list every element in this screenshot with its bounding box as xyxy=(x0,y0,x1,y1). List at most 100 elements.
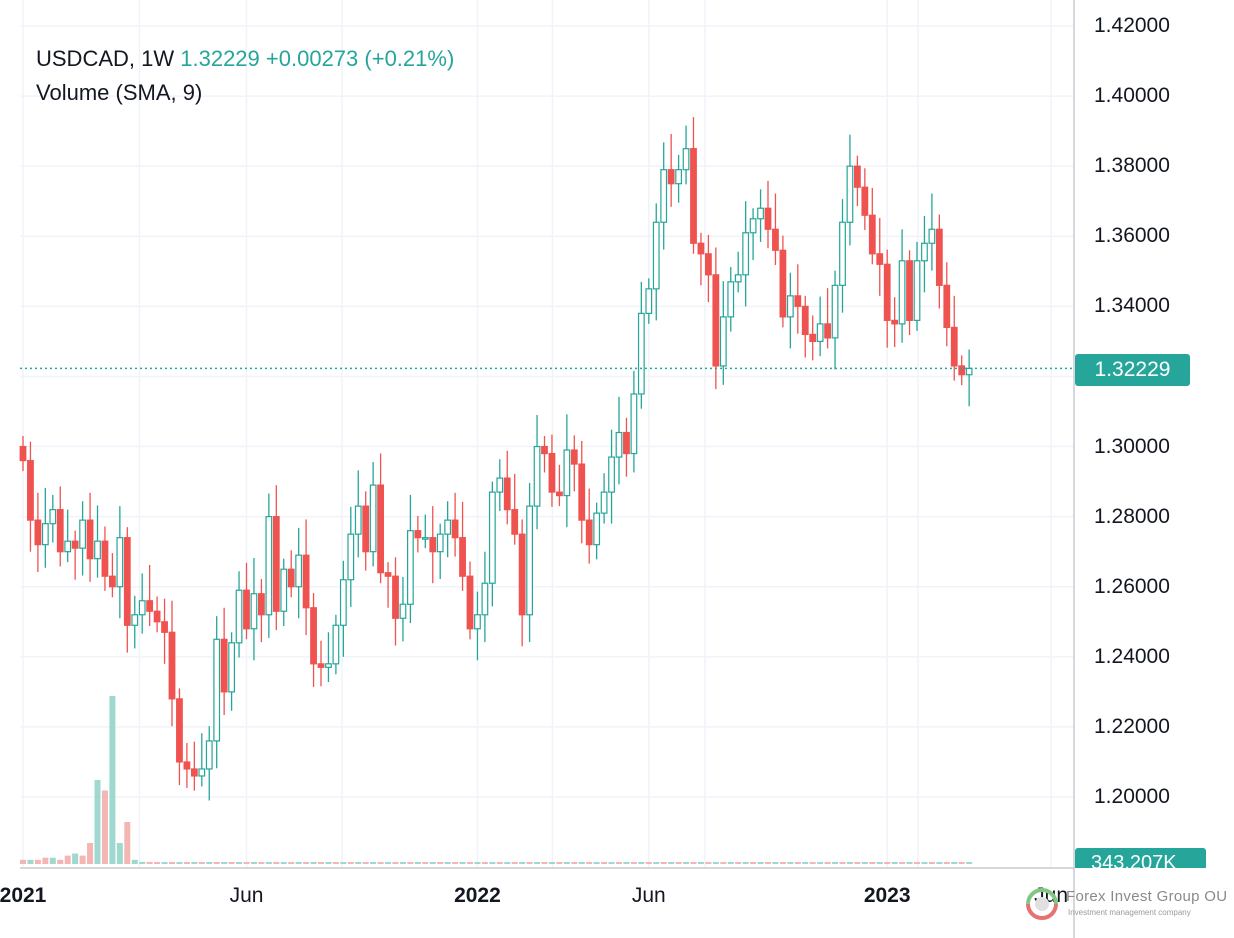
candle-body xyxy=(660,169,668,223)
volume-bar xyxy=(49,857,56,864)
volume-bar xyxy=(355,862,362,864)
candle-body xyxy=(824,323,831,339)
candle-body xyxy=(362,505,370,553)
chart-legend: USDCAD, 1W 1.32229 +0.00273 (+0.21%) Vol… xyxy=(36,42,454,110)
candle-body xyxy=(585,519,593,546)
candle-body xyxy=(704,253,712,276)
watermark-tagline: Investment management company xyxy=(1068,908,1191,917)
volume-bar xyxy=(817,862,824,864)
candle-body xyxy=(868,214,876,255)
price-change: +0.00273 (+0.21%) xyxy=(265,46,455,71)
candle-body xyxy=(853,165,861,188)
price-tick-label: 1.30000 xyxy=(1094,434,1170,458)
volume-bar xyxy=(519,862,526,864)
volume-bar xyxy=(891,862,898,864)
candle-body xyxy=(56,509,64,553)
candle-body xyxy=(555,491,563,497)
candle-body xyxy=(369,484,377,553)
candle-body xyxy=(548,452,556,493)
candle-body xyxy=(123,537,131,626)
volume-bar xyxy=(712,862,719,864)
candle-body xyxy=(377,484,384,574)
candle-body xyxy=(600,491,608,514)
volume-bar xyxy=(802,862,809,864)
candle-body xyxy=(332,624,340,665)
price-tick-label: 1.38000 xyxy=(1094,154,1170,178)
volume-bar xyxy=(377,862,384,864)
volume-bar xyxy=(899,862,906,864)
volume-bar xyxy=(861,862,868,864)
volume-bar xyxy=(832,862,839,864)
time-tick-label: 2023 xyxy=(863,884,911,907)
volume-bar xyxy=(250,862,257,864)
last-price: 1.32229 xyxy=(180,46,260,71)
volume-bar xyxy=(42,857,49,864)
volume-bar xyxy=(586,862,593,864)
candle-body xyxy=(265,516,273,616)
candle-body xyxy=(898,260,906,325)
candle-body xyxy=(384,572,392,577)
candle-body xyxy=(131,614,139,626)
candle-body xyxy=(593,512,601,546)
candle-body xyxy=(891,319,899,325)
candle-body xyxy=(839,221,846,286)
candle-body xyxy=(779,249,787,318)
candle-body xyxy=(533,445,541,507)
candle-body xyxy=(317,663,325,668)
candle-body xyxy=(570,449,578,465)
candle-body xyxy=(623,431,630,455)
volume-bar xyxy=(616,862,622,864)
volume-bar xyxy=(921,862,928,864)
volume-bar xyxy=(750,862,757,864)
candle-body xyxy=(272,516,280,612)
volume-bar xyxy=(742,862,749,864)
candle-body xyxy=(459,537,466,577)
volume-bar xyxy=(943,862,950,864)
volume-bar xyxy=(653,862,660,864)
time-tick-label: 2021 xyxy=(0,884,47,907)
volume-bar xyxy=(34,859,41,864)
candle-body xyxy=(399,603,407,619)
candle-body xyxy=(749,218,757,234)
volume-bar xyxy=(779,862,786,864)
volume-bar xyxy=(146,861,153,864)
volume-bar xyxy=(139,861,146,864)
price-tick-label: 1.26000 xyxy=(1094,574,1170,598)
volume-bar xyxy=(697,862,704,864)
candle-body xyxy=(690,148,697,244)
candle-body xyxy=(719,316,727,367)
volume-bar xyxy=(951,862,958,864)
candle-body xyxy=(213,638,221,742)
candle-body xyxy=(786,295,794,318)
time-tick-label: Jun xyxy=(229,884,264,907)
candle-body xyxy=(712,274,720,367)
volume-bar xyxy=(161,862,168,864)
candle-body xyxy=(347,533,355,581)
volume-bar xyxy=(116,843,123,864)
candle-body xyxy=(637,312,645,395)
candle-body xyxy=(876,253,884,265)
candle-body xyxy=(168,631,176,700)
candle-body xyxy=(466,575,474,630)
volume-bar xyxy=(87,843,94,864)
volume-bar xyxy=(660,862,667,864)
volume-bar xyxy=(437,862,444,864)
candle-body xyxy=(913,260,921,321)
candle-body xyxy=(146,600,154,612)
volume-bar xyxy=(869,862,876,864)
volume-bar xyxy=(824,862,831,864)
candle-body xyxy=(79,519,87,549)
volume-bar xyxy=(407,862,414,864)
volume-bar xyxy=(213,862,220,864)
candle-body xyxy=(794,295,802,307)
volume-bar xyxy=(57,859,64,864)
volume-bar xyxy=(340,862,347,864)
candle-body xyxy=(801,305,809,336)
volume-bar xyxy=(571,862,578,864)
volume-bar xyxy=(27,859,34,864)
candle-body xyxy=(503,477,511,511)
volume-bar xyxy=(318,862,324,864)
candle-body xyxy=(764,207,772,230)
volume-bar xyxy=(809,862,816,864)
time-tick-label: 2022 xyxy=(454,884,501,907)
